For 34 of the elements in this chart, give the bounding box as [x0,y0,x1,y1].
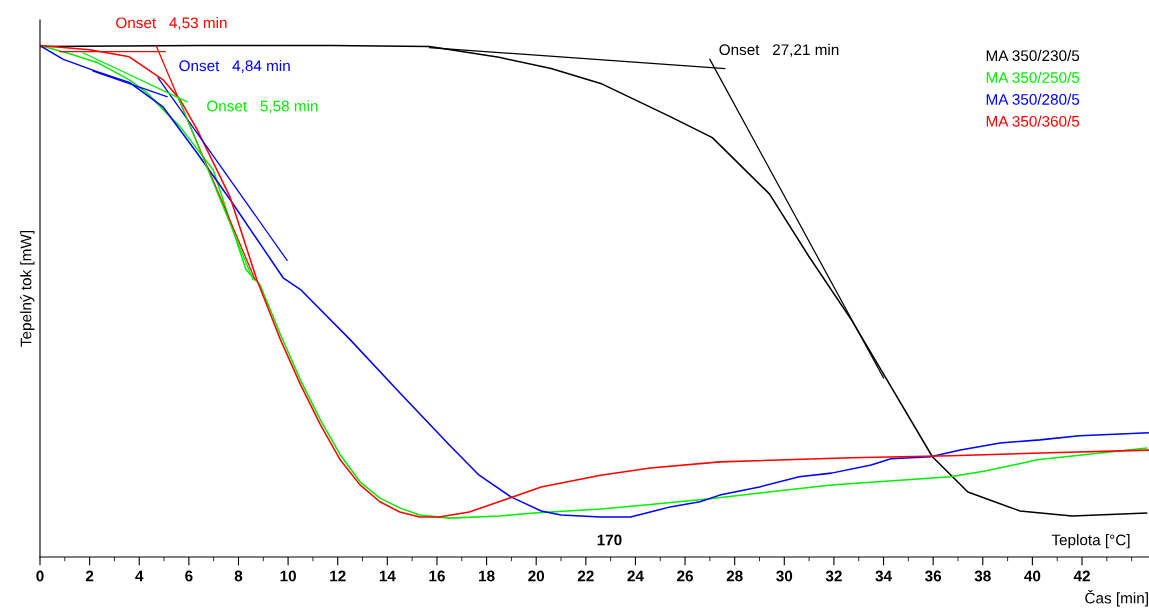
x-tick-label: 26 [677,570,693,582]
x-tick-label: 20 [528,570,545,582]
y-axis-title: Tepelný tok [mW] [20,231,35,347]
x-tick-label: 18 [479,570,495,582]
text: MA 350/280/5 [986,93,1080,105]
x-tick-label: 34 [875,570,892,582]
x-tick-label: 36 [925,570,942,582]
x-tick-label: 28 [726,570,743,582]
annotation: Onset 5,58 min [207,100,318,114]
x-tick-label: 24 [627,570,644,582]
x-tick-label: 8 [234,570,243,582]
x-tick-label: 38 [974,570,991,582]
x-tick-label: 32 [825,570,842,582]
x-tick-label: 6 [185,570,193,582]
annotation: 170 [597,534,622,546]
x-tick-label: 12 [330,570,346,582]
annotation: Onset 27,21 min [719,43,839,57]
text: Onset 4,53 min [116,16,227,31]
annotation: Teplota [°C] [1051,534,1130,549]
x-tick-label: 10 [280,570,296,582]
x-tick-label: 30 [776,570,793,582]
text: MA 350/360/5 [986,115,1080,127]
x-tick-label: 14 [379,570,396,582]
x-axis-title: Čas [min] [1085,589,1148,607]
annotation: Onset 4,84 min [179,59,290,73]
x-tick-label: 16 [429,570,445,582]
x-tick-label: 4 [135,570,144,582]
x-tick-label: 40 [1024,570,1041,582]
text: MA 350/250/5 [986,71,1080,83]
text: MA 350/230/5 [986,49,1080,62]
x-tick-label: 42 [1073,570,1090,582]
x-tick-label: 0 [36,570,44,582]
x-tick-label: 22 [577,570,594,582]
x-tick-label: 2 [85,570,94,582]
